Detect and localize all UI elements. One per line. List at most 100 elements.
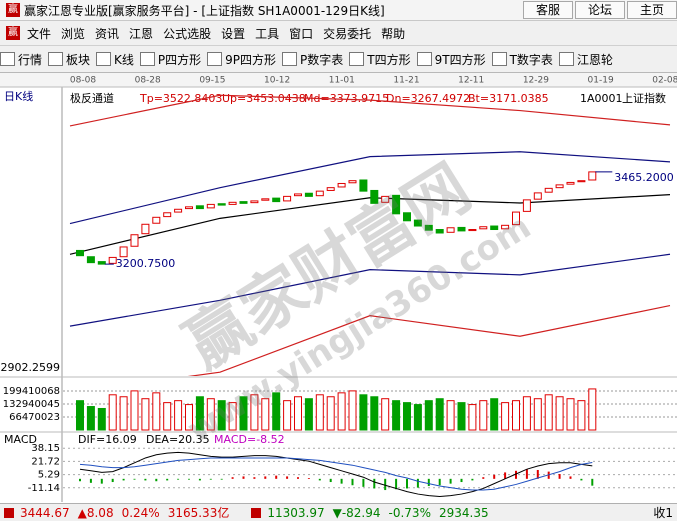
sz-quote: 11303.97 — [267, 505, 325, 520]
volume-bar — [457, 402, 466, 431]
sh-quote: 3444.67 — [20, 505, 70, 520]
menu-icon: 赢 — [6, 26, 20, 40]
volume-bar — [326, 396, 335, 431]
menu-item[interactable]: 窗口 — [289, 26, 314, 41]
tool-icon — [282, 52, 298, 66]
volume-tick-label: 199410068 — [3, 386, 60, 397]
volume-bar — [337, 392, 346, 431]
candle — [86, 256, 95, 264]
menu-item[interactable]: 帮助 — [381, 26, 406, 41]
status-icon — [251, 507, 262, 518]
tool-button[interactable]: 9T四方形 — [416, 51, 486, 68]
volume-bar — [490, 398, 499, 431]
tool-label: K线 — [114, 52, 134, 67]
volume-bar — [239, 396, 248, 431]
title-button[interactable]: 论坛 — [574, 1, 625, 19]
volume-bar — [544, 394, 553, 431]
candle — [566, 181, 575, 185]
candle — [588, 171, 597, 181]
date-label: 08-08 — [70, 76, 96, 86]
candle — [533, 192, 542, 200]
tool-button[interactable]: 行情 — [0, 51, 42, 68]
sh-quote: ▲8.08 — [77, 505, 114, 520]
period-label: 日K线 — [4, 89, 33, 103]
menu-item[interactable]: 公式选股 — [163, 26, 212, 41]
tool-label: 行情 — [18, 52, 43, 67]
candle — [272, 197, 281, 203]
volume-bar — [283, 400, 292, 431]
volume-bar — [108, 394, 117, 431]
tool-label: P数字表 — [300, 52, 344, 67]
volume-bar — [359, 394, 368, 431]
sz-quote: 2934.35 — [438, 505, 489, 520]
title-button[interactable]: 客服 — [522, 1, 573, 19]
volume-bar — [228, 402, 237, 431]
tool-button[interactable]: 板块 — [48, 51, 90, 68]
sz-quote: ▼-82.94 — [332, 505, 381, 520]
tool-label: P四方形 — [157, 52, 202, 67]
max-label: 3465.2000 — [614, 171, 674, 184]
indicator-value: Tp=3522.8403 — [139, 92, 222, 105]
volume-bar — [424, 400, 433, 431]
candle — [326, 187, 335, 191]
menu-item[interactable]: 浏览 — [61, 26, 86, 41]
volume-bar — [294, 396, 302, 431]
date-label: 11-21 — [393, 76, 419, 86]
status-icon — [4, 507, 14, 518]
tool-button[interactable]: 9P四方形 — [207, 51, 276, 68]
indicator-name: 极反通道 — [70, 91, 114, 105]
tool-button[interactable]: P四方形 — [139, 51, 202, 68]
volume-bar — [577, 400, 586, 431]
menu-item[interactable]: 江恩 — [129, 26, 154, 41]
volume-bar — [468, 404, 477, 431]
volume-bar — [250, 394, 259, 431]
candle — [130, 234, 139, 247]
tool-icon — [207, 52, 223, 66]
sh-quote: 0.24% — [121, 505, 160, 520]
candle — [544, 187, 553, 193]
indicator-value: Up=3453.0438 — [222, 92, 306, 105]
tool-button[interactable]: T四方形 — [349, 51, 411, 68]
candle — [119, 246, 128, 258]
price-tick-label: 2902.2599 — [1, 361, 61, 374]
volume-bar — [97, 407, 106, 431]
title-buttons: 客服 论坛 主页 — [521, 1, 677, 19]
dif-line — [79, 451, 593, 497]
macd-tick-label: 38.15 — [31, 443, 60, 454]
tool-label: 板块 — [66, 52, 91, 67]
candle — [283, 195, 292, 202]
window-title: 赢家江恩专业版[赢家服务平台] - [上证指数 SH1A0001-129日K线] — [24, 3, 385, 18]
volume-bar — [533, 398, 542, 431]
candle — [457, 226, 466, 232]
date-strip — [0, 73, 677, 87]
status-right: 收1 — [653, 506, 673, 520]
volume-bar — [141, 398, 150, 431]
menu-item[interactable]: 设置 — [221, 26, 246, 41]
candle — [359, 179, 368, 192]
title-button[interactable]: 主页 — [626, 1, 677, 19]
menu-item[interactable]: 资讯 — [95, 26, 120, 41]
volume-bar — [413, 404, 422, 431]
dea-line — [79, 457, 593, 491]
band-line — [69, 94, 671, 127]
volume-bar — [174, 400, 183, 431]
sz-quote: -0.73% — [388, 505, 431, 520]
menu-item[interactable]: 工具 — [255, 26, 280, 41]
candle — [435, 229, 444, 234]
tool-button[interactable]: T数字表 — [491, 51, 553, 68]
tool-button[interactable]: K线 — [96, 51, 134, 68]
candle — [304, 192, 313, 197]
date-label: 09-15 — [199, 76, 225, 86]
candle — [468, 229, 477, 232]
band-line — [69, 194, 671, 255]
date-label: 08-28 — [135, 76, 161, 86]
tool-button[interactable]: P数字表 — [282, 51, 343, 68]
volume-bar — [304, 398, 313, 431]
tool-button[interactable]: 江恩轮 — [558, 51, 613, 68]
candle — [185, 206, 193, 210]
menu-item[interactable]: 文件 — [27, 26, 52, 41]
macd-tick-label: 21.72 — [31, 456, 60, 467]
menu-item[interactable]: 交易委托 — [323, 26, 372, 41]
tool-label: 9T四方形 — [434, 52, 486, 67]
title-bar: 赢 赢家江恩专业版[赢家服务平台] - [上证指数 SH1A0001-129日K… — [0, 0, 677, 21]
